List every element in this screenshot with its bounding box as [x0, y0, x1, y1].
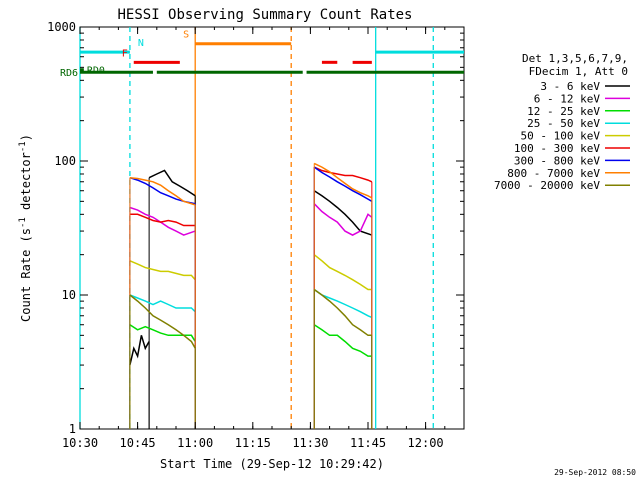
- legend-label-7: 800 - 7000 keV: [507, 167, 600, 180]
- timestamp: 29-Sep-2012 08:50: [554, 468, 636, 477]
- x-tick-label: 10:45: [120, 436, 156, 450]
- series-line-2-seg0: [129, 324, 196, 342]
- legend: Det 1,3,5,6,7,9,FDecim 1, Att 0 3 - 6 keV…: [494, 52, 630, 192]
- series-line-4-seg0: [129, 260, 196, 281]
- y-tick-label: 100: [54, 154, 76, 168]
- y-label-sup2: -1: [18, 141, 28, 152]
- y-label-sup1: -1: [18, 217, 28, 228]
- legend-label-0: 3 - 6 keV: [540, 80, 600, 93]
- series-line-6-seg1: [313, 166, 373, 202]
- series-line-3-seg1: [313, 288, 373, 319]
- x-tick-label: 11:45: [350, 436, 386, 450]
- legend-label-4: 50 - 100 keV: [521, 130, 601, 143]
- y-label-end: ): [19, 134, 33, 141]
- x-axis-label: Start Time (29-Sep-12 10:29:42): [160, 457, 384, 471]
- y-tick-label: 1000: [47, 20, 76, 34]
- series-line-8-seg0: [129, 294, 196, 349]
- y-label-mid: detector: [19, 152, 33, 217]
- series-line-4-seg1: [313, 254, 372, 291]
- vertical-markers: [79, 27, 434, 429]
- series-lines: [129, 162, 373, 429]
- plot-area: [79, 26, 465, 430]
- y-label-main: Count Rate (s: [19, 228, 33, 322]
- x-tick-label: 11:00: [177, 436, 213, 450]
- chart-title: HESSI Observing Summary Count Rates: [117, 7, 412, 23]
- flag-label-s: S: [183, 30, 189, 41]
- flag-label-n: N: [138, 38, 144, 49]
- series-line-5-seg0: [129, 213, 196, 227]
- flag-bars: NFSRD0RD6: [60, 30, 464, 79]
- series-line-6-seg0: [129, 176, 196, 205]
- x-tick-label: 10:30: [62, 436, 98, 450]
- series-line-0-seg2: [313, 190, 373, 236]
- legend-label-5: 100 - 300 keV: [514, 142, 600, 155]
- legend-label-2: 12 - 25 keV: [527, 105, 600, 118]
- flag-label-f: F: [122, 48, 128, 59]
- series-line-3-seg0: [129, 294, 196, 313]
- y-axis-label: Count Rate (s-1 detector-1): [18, 134, 33, 322]
- flag-label-rd6: RD6: [60, 68, 78, 79]
- axes: 10:30 10:45 11:00 11:15 11:30 11:45 12:00 1 10 10…: [47, 20, 465, 450]
- legend-label-3: 25 - 50 keV: [527, 117, 600, 130]
- x-tick-label: 12:00: [408, 436, 444, 450]
- series-line-7-seg1: [313, 162, 373, 199]
- plot-frame: [79, 26, 465, 430]
- svg-text:Count Rate (s-1 detector-1): Count Rate (s-1 detector-1): [18, 134, 33, 322]
- legend-header-1: FDecim 1, Att 0: [529, 65, 628, 78]
- legend-label-8: 7000 - 20000 keV: [494, 179, 600, 192]
- x-tick-label: 11:30: [292, 436, 328, 450]
- series-line-0-seg1: [148, 169, 196, 197]
- series-line-7-seg0: [129, 176, 196, 206]
- y-tick-label: 10: [62, 288, 76, 302]
- y-tick-label: 1: [69, 422, 76, 436]
- series-line-1-seg1: [313, 203, 373, 236]
- legend-label-6: 300 - 800 keV: [514, 154, 600, 167]
- legend-label-1: 6 - 12 keV: [534, 92, 601, 105]
- series-line-2-seg1: [313, 324, 372, 357]
- series-line-0-seg0: [129, 335, 150, 366]
- series-line-5-seg1: [313, 166, 373, 183]
- series-line-8-seg1: [313, 288, 372, 337]
- x-tick-label: 11:15: [235, 436, 271, 450]
- legend-header-0: Det 1,3,5,6,7,9,: [522, 52, 628, 65]
